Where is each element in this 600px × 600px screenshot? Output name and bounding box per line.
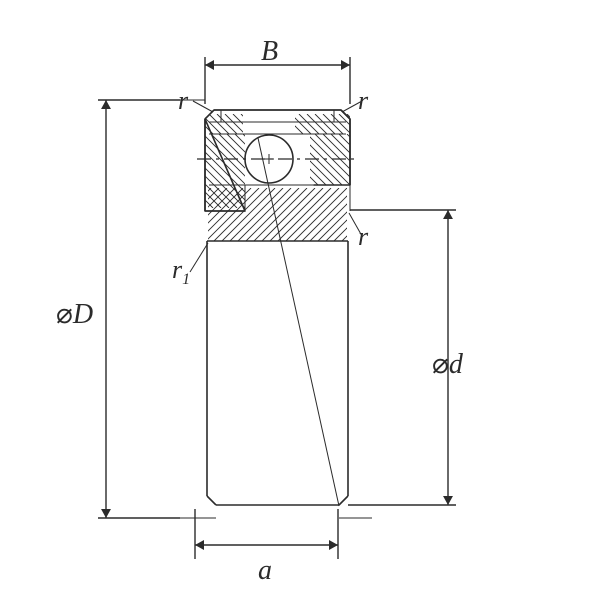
label-a: a: [258, 555, 272, 587]
bearing-cross-section-diagram: B r r r r1 ⌀D ⌀d a: [0, 0, 600, 600]
label-r-top-left: r: [178, 86, 188, 116]
label-r-mid-right: r: [358, 222, 368, 252]
label-r1: r1: [172, 255, 190, 289]
label-d: ⌀d: [432, 347, 463, 381]
label-B: B: [261, 36, 278, 68]
label-D: ⌀D: [56, 297, 93, 331]
label-r-top-right: r: [358, 86, 368, 116]
